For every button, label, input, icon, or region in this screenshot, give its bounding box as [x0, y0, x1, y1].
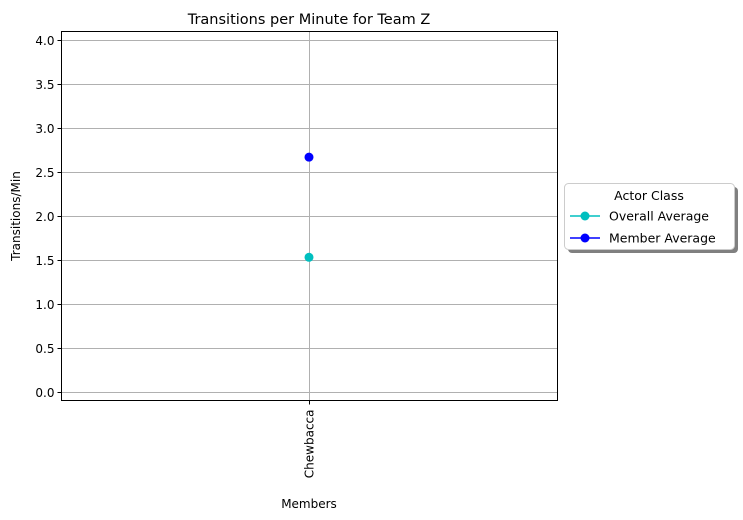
chart-title: Transitions per Minute for Team Z: [187, 12, 431, 28]
y-tick-label: 3.5: [35, 78, 54, 92]
grid-lines: [61, 31, 558, 401]
y-axis-label: Transitions/Min: [9, 171, 23, 262]
legend: Actor Class Overall Average Member Averag…: [564, 183, 738, 253]
data-point: [304, 152, 314, 162]
plot-frame: [61, 31, 558, 401]
y-tick-label: 1.5: [35, 254, 54, 268]
legend-label: Overall Average: [609, 209, 709, 224]
x-axis-label: Members: [281, 497, 337, 511]
y-axis-ticks: 0.0 0.5 1.0 1.5 2.0 2.5 3.0 3.5 4.0: [35, 34, 62, 400]
legend-entry: Overall Average: [570, 209, 709, 224]
legend-label: Member Average: [609, 231, 716, 246]
x-tick-label: Chewbacca: [303, 410, 317, 479]
x-axis-ticks: Chewbacca: [303, 400, 317, 479]
legend-swatch-marker: [580, 233, 590, 243]
y-tick-label: 0.5: [35, 342, 54, 356]
y-tick-label: 4.0: [35, 34, 54, 48]
y-tick-label: 2.0: [35, 210, 54, 224]
legend-entry: Member Average: [570, 231, 716, 246]
y-tick-label: 3.0: [35, 122, 54, 136]
legend-box: [564, 183, 735, 250]
series-overall-average: [304, 252, 314, 262]
data-point: [304, 252, 314, 262]
y-tick-label: 2.5: [35, 166, 54, 180]
series-member-average: [304, 152, 314, 162]
series-layer: [304, 152, 314, 262]
y-tick-label: 1.0: [35, 298, 54, 312]
legend-title: Actor Class: [614, 188, 684, 203]
legend-swatch-marker: [580, 211, 590, 221]
y-tick-label: 0.0: [35, 386, 54, 400]
